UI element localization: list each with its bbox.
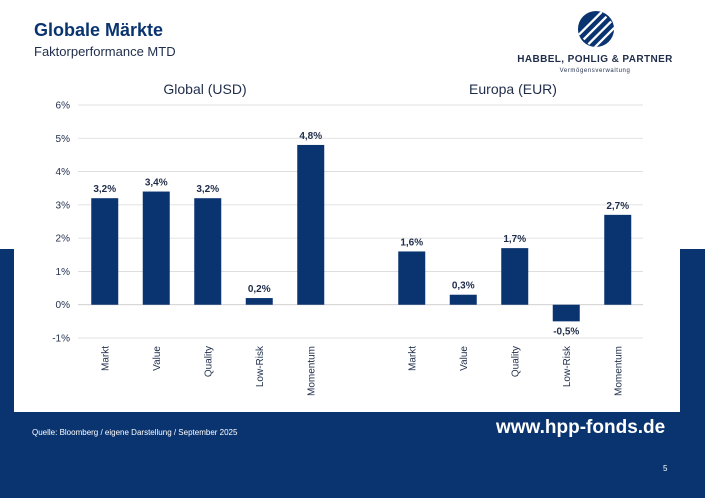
x-tick-label: Low-Risk bbox=[562, 345, 573, 387]
data-label: -0,5% bbox=[553, 326, 579, 337]
data-label: 4,8% bbox=[299, 131, 322, 142]
data-label: 3,2% bbox=[93, 184, 116, 195]
bar bbox=[501, 248, 529, 305]
bar bbox=[91, 198, 119, 305]
bar bbox=[297, 144, 325, 305]
x-tick-label: Value bbox=[459, 346, 470, 371]
data-label: 0,2% bbox=[248, 284, 271, 295]
x-tick-label: Value bbox=[152, 346, 163, 371]
y-tick-label: -1% bbox=[52, 334, 70, 345]
source-note: Quelle: Bloomberg / eigene Darstellung /… bbox=[32, 428, 238, 437]
data-label: 0,3% bbox=[452, 281, 475, 292]
data-label: 1,6% bbox=[400, 237, 423, 248]
bar bbox=[142, 191, 170, 305]
bar bbox=[552, 304, 580, 322]
bar bbox=[449, 294, 477, 305]
bar bbox=[604, 214, 632, 305]
page-title: Globale Märkte bbox=[34, 20, 164, 40]
x-tick-label: Momentum bbox=[306, 346, 317, 396]
x-tick-label: Low-Risk bbox=[255, 345, 266, 387]
factor-performance-chart: -1% 0% 1% 2% 3% 4% 5% 6% Global (USD) 3,2% Markt 3,… bbox=[52, 81, 643, 396]
bar bbox=[245, 298, 273, 305]
bar bbox=[194, 198, 222, 305]
logo-company-name: HABBEL, POHLIG & PARTNER bbox=[517, 54, 673, 65]
page-number: 5 bbox=[663, 464, 668, 473]
y-tick-label: 3% bbox=[56, 200, 71, 211]
x-tick-label: Quality bbox=[510, 346, 521, 377]
x-tick-label: Quality bbox=[203, 346, 214, 377]
page-subtitle: Faktorperformance MTD bbox=[34, 44, 176, 59]
data-label: 3,4% bbox=[145, 178, 168, 189]
x-tick-label: Momentum bbox=[613, 346, 624, 396]
data-label: 3,2% bbox=[196, 184, 219, 195]
x-tick-label: Markt bbox=[407, 346, 418, 371]
x-tick-label: Markt bbox=[100, 346, 111, 371]
striped-circle-logo-icon bbox=[577, 10, 615, 48]
panel-title: Global (USD) bbox=[163, 81, 246, 97]
panel-title: Europa (EUR) bbox=[469, 81, 557, 97]
content-panel bbox=[14, 0, 680, 412]
y-tick-label: 6% bbox=[56, 101, 71, 112]
y-tick-label: 0% bbox=[56, 300, 71, 311]
y-tick-label: 1% bbox=[56, 267, 71, 278]
y-tick-label: 4% bbox=[56, 167, 71, 178]
website-url[interactable]: www.hpp-fonds.de bbox=[496, 417, 666, 438]
company-logo: HABBEL, POHLIG & PARTNER Vermögensverwal… bbox=[505, 8, 685, 78]
y-tick-label: 2% bbox=[56, 234, 71, 245]
bar bbox=[398, 251, 426, 305]
y-tick-label: 5% bbox=[56, 134, 71, 145]
data-label: 2,7% bbox=[606, 201, 629, 212]
logo-tagline: Vermögensverwaltung bbox=[559, 68, 631, 74]
data-label: 1,7% bbox=[503, 234, 526, 245]
